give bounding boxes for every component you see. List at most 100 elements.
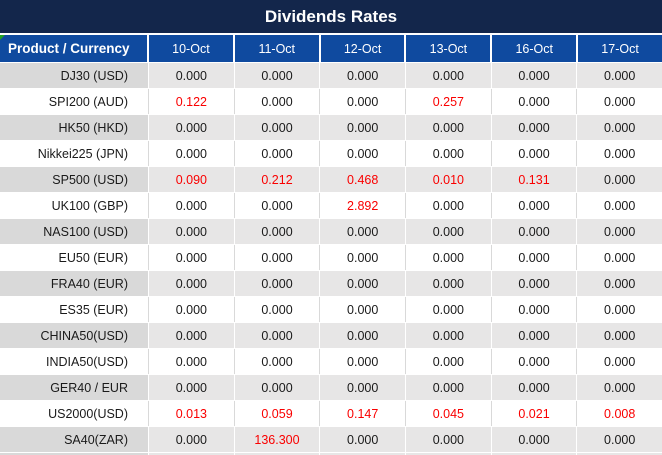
value-cell[interactable]: 0.257 (406, 89, 492, 114)
value-cell[interactable]: 0.000 (577, 89, 662, 114)
value-cell[interactable]: 0.000 (491, 427, 578, 452)
value-cell[interactable]: 0.000 (406, 375, 492, 400)
value-cell[interactable]: 0.000 (577, 375, 662, 400)
value-cell[interactable]: 0.000 (234, 63, 321, 88)
value-cell[interactable]: 0.000 (149, 245, 235, 270)
value-cell[interactable]: 0.000 (491, 141, 578, 166)
product-cell[interactable]: ES35 (EUR) (0, 297, 149, 322)
value-cell[interactable]: 0.000 (491, 375, 578, 400)
value-cell[interactable]: 0.000 (149, 349, 235, 374)
value-cell[interactable]: 0.000 (234, 323, 321, 348)
header-date-13-oct[interactable]: 13-Oct (406, 35, 493, 62)
value-cell[interactable]: 2.892 (320, 193, 407, 218)
value-cell[interactable]: 0.000 (406, 141, 492, 166)
value-cell[interactable]: 0.000 (406, 115, 492, 140)
value-cell[interactable]: 0.000 (234, 245, 321, 270)
value-cell[interactable]: 0.000 (320, 115, 407, 140)
product-cell[interactable]: DJ30 (USD) (0, 63, 149, 88)
value-cell[interactable]: 0.000 (149, 375, 235, 400)
product-cell[interactable]: US2000(USD) (0, 401, 149, 426)
value-cell[interactable]: 0.000 (149, 427, 235, 452)
value-cell[interactable]: 0.000 (577, 63, 662, 88)
value-cell[interactable]: 0.000 (406, 245, 492, 270)
header-date-11-oct[interactable]: 11-Oct (234, 35, 321, 62)
value-cell[interactable]: 0.000 (406, 271, 492, 296)
value-cell[interactable]: 0.000 (577, 271, 662, 296)
value-cell[interactable]: 0.000 (491, 89, 578, 114)
value-cell[interactable]: 0.000 (491, 271, 578, 296)
value-cell[interactable]: 0.000 (149, 63, 235, 88)
value-cell[interactable]: 0.000 (406, 63, 492, 88)
header-product-currency[interactable]: Product / Currency (0, 35, 149, 62)
value-cell[interactable]: 0.000 (234, 89, 321, 114)
value-cell[interactable]: 0.008 (577, 401, 662, 426)
header-date-16-oct[interactable]: 16-Oct (492, 35, 579, 62)
value-cell[interactable]: 0.212 (234, 167, 321, 192)
product-cell[interactable]: INDIA50(USD) (0, 349, 149, 374)
value-cell[interactable]: 0.000 (491, 115, 578, 140)
value-cell[interactable]: 0.000 (149, 271, 235, 296)
header-date-17-oct[interactable]: 17-Oct (578, 35, 662, 62)
product-cell[interactable]: CHINA50(USD) (0, 323, 149, 348)
value-cell[interactable]: 0.000 (320, 297, 407, 322)
value-cell[interactable]: 0.000 (491, 297, 578, 322)
value-cell[interactable]: 0.000 (577, 427, 662, 452)
value-cell[interactable]: 0.000 (149, 297, 235, 322)
product-cell[interactable]: GER40 / EUR (0, 375, 149, 400)
value-cell[interactable]: 0.000 (320, 349, 407, 374)
value-cell[interactable]: 0.000 (577, 219, 662, 244)
value-cell[interactable]: 0.000 (406, 219, 492, 244)
value-cell[interactable]: 0.000 (406, 323, 492, 348)
value-cell[interactable]: 0.000 (234, 193, 321, 218)
value-cell[interactable]: 0.000 (149, 219, 235, 244)
value-cell[interactable]: 0.000 (491, 219, 578, 244)
value-cell[interactable]: 0.000 (577, 323, 662, 348)
value-cell[interactable]: 0.000 (577, 141, 662, 166)
value-cell[interactable]: 0.000 (320, 245, 407, 270)
value-cell[interactable]: 0.021 (491, 401, 578, 426)
value-cell[interactable]: 0.000 (577, 115, 662, 140)
product-cell[interactable]: EU50 (EUR) (0, 245, 149, 270)
value-cell[interactable]: 0.000 (234, 375, 321, 400)
value-cell[interactable]: 0.000 (320, 219, 407, 244)
value-cell[interactable]: 0.000 (406, 193, 492, 218)
value-cell[interactable]: 0.000 (577, 297, 662, 322)
value-cell[interactable]: 0.000 (406, 297, 492, 322)
value-cell[interactable]: 0.000 (491, 349, 578, 374)
value-cell[interactable]: 0.131 (491, 167, 578, 192)
value-cell[interactable]: 0.000 (320, 427, 407, 452)
value-cell[interactable]: 0.000 (320, 323, 407, 348)
value-cell[interactable]: 0.000 (406, 349, 492, 374)
product-cell[interactable]: HK50 (HKD) (0, 115, 149, 140)
value-cell[interactable]: 0.000 (320, 141, 407, 166)
header-date-10-oct[interactable]: 10-Oct (149, 35, 235, 62)
value-cell[interactable]: 0.000 (577, 193, 662, 218)
value-cell[interactable]: 0.000 (320, 271, 407, 296)
value-cell[interactable]: 0.000 (320, 63, 407, 88)
header-date-12-oct[interactable]: 12-Oct (320, 35, 407, 62)
value-cell[interactable]: 0.000 (491, 63, 578, 88)
product-cell[interactable]: FRA40 (EUR) (0, 271, 149, 296)
value-cell[interactable]: 0.000 (320, 375, 407, 400)
product-cell[interactable]: UK100 (GBP) (0, 193, 149, 218)
product-cell[interactable]: Nikkei225 (JPN) (0, 141, 149, 166)
value-cell[interactable]: 0.000 (149, 141, 235, 166)
product-cell[interactable]: NAS100 (USD) (0, 219, 149, 244)
value-cell[interactable]: 0.468 (320, 167, 407, 192)
value-cell[interactable]: 0.000 (149, 115, 235, 140)
value-cell[interactable]: 0.000 (234, 219, 321, 244)
product-cell[interactable]: SP500 (USD) (0, 167, 149, 192)
product-cell[interactable]: SA40(ZAR) (0, 427, 149, 452)
value-cell[interactable]: 0.000 (149, 323, 235, 348)
value-cell[interactable]: 0.000 (320, 89, 407, 114)
value-cell[interactable]: 0.000 (491, 193, 578, 218)
value-cell[interactable]: 0.059 (234, 401, 321, 426)
value-cell[interactable]: 0.000 (577, 349, 662, 374)
value-cell[interactable]: 0.000 (234, 141, 321, 166)
value-cell[interactable]: 0.000 (234, 297, 321, 322)
value-cell[interactable]: 0.000 (149, 193, 235, 218)
value-cell[interactable]: 0.000 (577, 245, 662, 270)
value-cell[interactable]: 0.000 (406, 427, 492, 452)
value-cell[interactable]: 0.000 (491, 323, 578, 348)
product-cell[interactable]: SPI200 (AUD) (0, 89, 149, 114)
